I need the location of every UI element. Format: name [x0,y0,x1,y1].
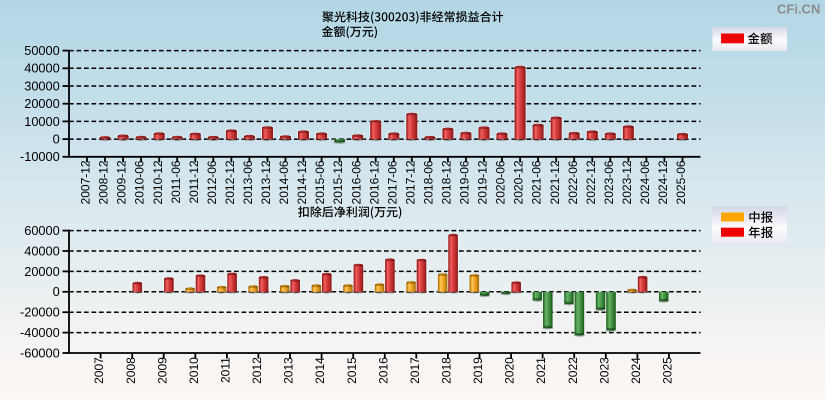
svg-text:20000: 20000 [24,264,60,279]
svg-text:2012-12: 2012-12 [223,160,237,204]
svg-text:2011: 2011 [219,357,233,383]
svg-text:2024-06: 2024-06 [638,160,652,204]
svg-text:0: 0 [53,132,60,147]
svg-text:-10000: -10000 [20,149,60,164]
svg-text:2018: 2018 [440,357,454,384]
svg-text:2023-06: 2023-06 [602,160,616,204]
svg-text:2024-12: 2024-12 [656,160,670,204]
svg-text:60000: 60000 [24,223,60,238]
svg-text:30000: 30000 [24,78,60,93]
svg-text:2020: 2020 [503,357,517,384]
svg-text:2010: 2010 [187,357,201,384]
svg-text:2015-06: 2015-06 [313,160,327,204]
svg-text:2015: 2015 [345,357,359,384]
svg-text:2019-06: 2019-06 [458,160,472,204]
svg-text:2008: 2008 [124,357,138,384]
svg-text:2016-06: 2016-06 [349,160,363,204]
svg-text:2009: 2009 [155,357,169,384]
svg-text:-40000: -40000 [20,325,60,340]
svg-text:2011-12: 2011-12 [187,160,201,203]
svg-text:-60000: -60000 [20,345,60,360]
svg-text:2019: 2019 [471,357,485,384]
svg-text:2007-12: 2007-12 [79,160,93,204]
svg-text:2008-12: 2008-12 [97,160,111,204]
svg-text:2023-12: 2023-12 [620,160,634,204]
svg-text:2011-06: 2011-06 [169,160,183,203]
svg-text:2010-06: 2010-06 [133,160,147,204]
svg-text:2022-06: 2022-06 [566,160,580,204]
svg-text:2017-06: 2017-06 [385,160,399,204]
svg-text:10000: 10000 [24,114,60,129]
svg-text:2016-12: 2016-12 [367,160,381,204]
svg-text:2012: 2012 [250,357,264,384]
svg-text:2017: 2017 [408,357,422,384]
svg-text:2016: 2016 [376,357,390,384]
svg-text:2007: 2007 [92,357,106,384]
svg-text:20000: 20000 [24,96,60,111]
svg-text:50000: 50000 [24,43,60,58]
svg-text:2021-06: 2021-06 [530,160,544,204]
svg-text:2017-12: 2017-12 [403,160,417,204]
svg-text:2021-12: 2021-12 [548,160,562,204]
svg-text:2024: 2024 [629,357,643,384]
svg-text:40000: 40000 [24,243,60,258]
svg-text:2018-12: 2018-12 [440,160,454,204]
svg-text:2010-12: 2010-12 [151,160,165,204]
svg-text:2021: 2021 [534,357,548,384]
svg-text:2025-06: 2025-06 [674,160,688,204]
svg-text:2022-12: 2022-12 [584,160,598,204]
svg-text:2014-12: 2014-12 [295,160,309,204]
svg-text:2025: 2025 [661,357,675,384]
svg-text:2022: 2022 [566,357,580,384]
svg-text:0: 0 [53,284,60,299]
svg-text:CFi.CN: CFi.CN [777,2,820,17]
svg-text:2019-12: 2019-12 [476,160,490,204]
svg-text:2013: 2013 [282,357,296,384]
svg-text:2023: 2023 [597,357,611,384]
svg-text:2013-06: 2013-06 [241,160,255,204]
svg-text:2012-06: 2012-06 [205,160,219,204]
svg-text:2014: 2014 [313,357,327,384]
svg-text:2015-12: 2015-12 [331,160,345,204]
svg-text:2009-12: 2009-12 [115,160,129,204]
svg-text:2013-12: 2013-12 [259,160,273,204]
svg-text:-20000: -20000 [20,305,60,320]
svg-text:2020-12: 2020-12 [512,160,526,204]
svg-text:2020-06: 2020-06 [494,160,508,204]
svg-text:2014-06: 2014-06 [277,160,291,204]
svg-text:40000: 40000 [24,61,60,76]
svg-text:2018-06: 2018-06 [422,160,436,204]
